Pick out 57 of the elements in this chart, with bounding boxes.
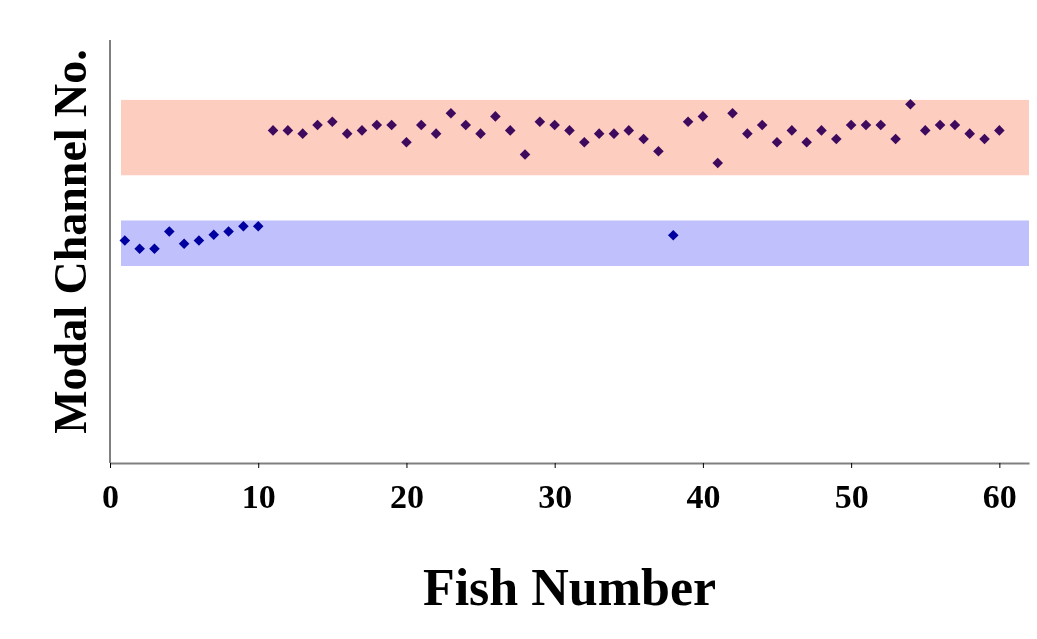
point bbox=[667, 229, 679, 241]
point bbox=[875, 119, 887, 131]
point bbox=[816, 125, 827, 136]
point bbox=[593, 128, 605, 139]
point bbox=[786, 125, 798, 136]
point bbox=[445, 107, 457, 119]
x-tick-label: 40 bbox=[686, 478, 721, 516]
point bbox=[727, 107, 738, 119]
point bbox=[252, 220, 264, 232]
point bbox=[504, 125, 516, 136]
point bbox=[208, 229, 220, 241]
point bbox=[905, 98, 916, 110]
point bbox=[712, 157, 724, 169]
x-axis-title: Fish Number bbox=[422, 559, 717, 616]
point bbox=[178, 238, 190, 250]
point bbox=[490, 111, 501, 122]
point bbox=[742, 128, 753, 139]
point bbox=[149, 243, 160, 255]
point bbox=[623, 125, 635, 136]
point bbox=[371, 119, 383, 131]
point bbox=[934, 119, 946, 131]
point bbox=[682, 116, 694, 128]
point bbox=[401, 136, 412, 148]
point bbox=[119, 235, 131, 246]
point bbox=[460, 119, 472, 131]
point bbox=[282, 125, 294, 136]
point bbox=[845, 119, 857, 131]
point bbox=[564, 125, 575, 136]
point bbox=[860, 119, 872, 131]
x-tick-label: 10 bbox=[241, 478, 276, 516]
point bbox=[579, 136, 590, 148]
point bbox=[801, 136, 812, 148]
point bbox=[327, 116, 338, 128]
x-tick-label: 30 bbox=[538, 478, 573, 516]
point bbox=[771, 136, 783, 148]
point bbox=[164, 226, 175, 237]
point bbox=[341, 128, 353, 139]
point bbox=[994, 125, 1005, 136]
point bbox=[534, 116, 546, 128]
point bbox=[415, 119, 427, 131]
point bbox=[964, 128, 975, 139]
x-tick-label: 20 bbox=[389, 478, 424, 516]
point bbox=[223, 226, 234, 237]
point bbox=[919, 125, 931, 136]
x-tick-label: 60 bbox=[982, 478, 1017, 516]
point bbox=[756, 119, 768, 131]
point bbox=[430, 128, 442, 139]
point bbox=[831, 133, 842, 145]
x-tick-label: 50 bbox=[834, 478, 869, 516]
point bbox=[475, 128, 486, 139]
point bbox=[297, 128, 308, 139]
point bbox=[653, 145, 664, 157]
point bbox=[134, 243, 145, 255]
point bbox=[949, 119, 961, 131]
point bbox=[238, 220, 249, 232]
y-axis-title: Modal Channel No. bbox=[45, 49, 96, 434]
x-tick-label: 0 bbox=[102, 478, 119, 516]
